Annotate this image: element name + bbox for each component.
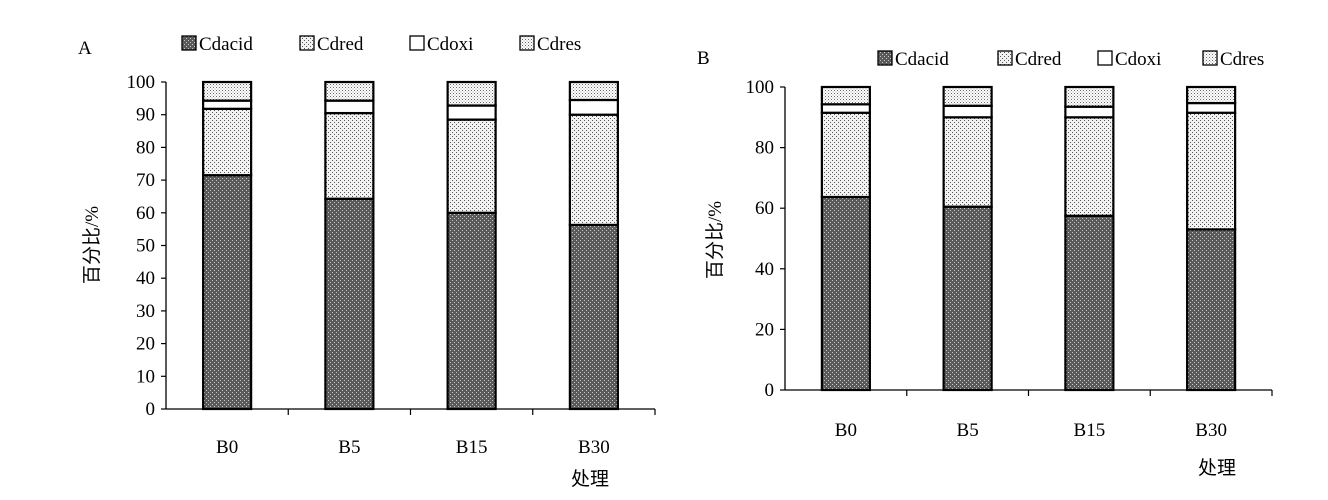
bar-cdoxi-b30 [1186,101,1237,114]
chart-panel-a: A Cdacid Cdred Cdoxi Cdres 0 10 20 30 40 50 60 70 8… [78,34,656,490]
legend-b: Cdacid Cdred Cdoxi Cdres [877,49,1264,70]
bar-cdred-b0 [202,107,253,177]
bar-cdres-b15 [446,80,497,107]
bar-cdres-b5 [324,80,375,102]
bar-cdred-b5 [942,116,993,208]
bar-cdred-b30 [568,113,619,226]
bar-cdacid-b0 [202,174,253,411]
panel-label-a: A [78,38,92,59]
legend-label-cdoxi: Cdoxi [1115,49,1161,70]
bar-cdres-b0 [202,80,253,102]
bar-cdoxi-b5 [942,104,993,119]
y-axis-title-b: 百分比/% [704,201,726,279]
y-tick-label: 40 [755,259,774,280]
x-tick-label: B5 [957,420,979,441]
y-tick-label: 80 [755,138,774,159]
bar-cdoxi-b15 [446,104,497,121]
y-tick-label: 100 [746,77,775,98]
x-tick-label: B15 [1074,420,1106,441]
legend-label-cdres: Cdres [1220,49,1264,70]
y-tick-label: 20 [755,319,774,340]
y-tick-label: 0 [146,399,156,420]
legend-swatch-cdres [519,35,535,51]
legend-label-cdred: Cdred [317,34,364,55]
legend-swatch-cdoxi [1097,50,1113,66]
y-tick-label: 70 [136,170,155,191]
bar-cdred-b5 [324,111,375,200]
plot-area-b: 0 20 40 60 80 100 B0 B5 B15 B30 [746,77,1273,441]
bar-cdoxi-b0 [820,103,871,114]
bar-cdred-b15 [1064,116,1115,217]
legend-swatch-cdoxi [409,35,425,51]
y-tick-label: 50 [136,236,155,257]
y-tick-label: 80 [136,137,155,158]
x-axis-title-a: 处理 [571,468,609,490]
legend-label-cdred: Cdred [1015,49,1062,70]
y-tick-label: 0 [765,380,775,401]
bar-cdred-b30 [1186,111,1237,231]
bar-cdoxi-b5 [324,99,375,115]
y-tick-label: 30 [136,301,155,322]
bar-cdres-b15 [1064,85,1115,108]
bar-cdacid-b30 [1186,228,1237,392]
bar-cdres-b5 [942,85,993,107]
legend-label-cdacid: Cdacid [199,34,253,55]
legend-swatch-cdred [299,35,315,51]
bar-cdacid-b0 [820,195,871,392]
bar-cdres-b30 [568,80,619,102]
x-tick-label: B0 [835,420,857,441]
legend-a: Cdacid Cdred Cdoxi Cdres [181,34,581,55]
bar-cdoxi-b0 [202,99,253,110]
bar-cdacid-b5 [324,197,375,411]
legend-swatch-cdacid [877,50,893,66]
bar-cdred-b15 [446,118,497,214]
bar-cdacid-b15 [1064,214,1115,392]
x-tick-label: B30 [1195,420,1227,441]
legend-swatch-cdred [997,50,1013,66]
bar-cdoxi-b15 [1064,105,1115,119]
legend-label-cdres: Cdres [537,34,581,55]
legend-swatch-cdacid [181,35,197,51]
y-tick-label: 60 [755,198,774,219]
bar-cdres-b30 [1186,85,1237,105]
panel-label-b: B [697,48,710,69]
bar-cdoxi-b30 [568,98,619,116]
y-tick-label: 10 [136,366,155,387]
y-tick-label: 20 [136,334,155,355]
plot-area-a: 0 10 20 30 40 50 60 70 80 90 100 B0 B5 B15 B30 [127,72,656,458]
chart-panel-b: B Cdacid Cdred Cdoxi Cdres 0 20 40 60 80 100 B0 B5… [697,48,1273,479]
x-tick-label: B30 [578,437,610,458]
y-axis-title-a: 百分比/% [81,206,103,284]
legend-label-cdacid: Cdacid [895,49,949,70]
legend-label-cdoxi: Cdoxi [427,34,473,55]
y-tick-label: 40 [136,268,155,289]
bar-cdres-b0 [820,85,871,106]
bar-cdacid-b15 [446,211,497,411]
x-tick-label: B5 [338,437,360,458]
legend-swatch-cdres [1202,50,1218,66]
x-tick-label: B15 [456,437,488,458]
bar-cdred-b0 [820,111,871,199]
y-tick-label: 90 [136,105,155,126]
y-tick-label: 100 [127,72,156,93]
x-tick-label: B0 [216,437,238,458]
x-axis-title-b: 处理 [1198,457,1236,479]
y-tick-label: 60 [136,203,155,224]
bar-cdacid-b30 [568,223,619,411]
bar-cdacid-b5 [942,205,993,392]
